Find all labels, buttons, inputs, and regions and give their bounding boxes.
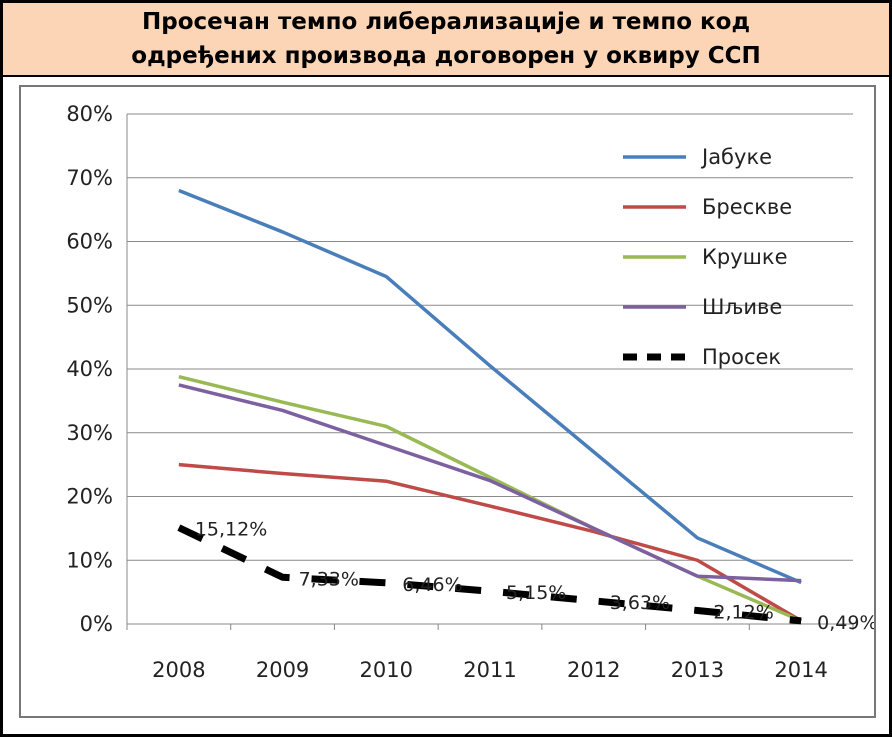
y-tick-label: 80% [66,102,113,126]
data-label: 3,63% [610,592,670,614]
series-line-4 [178,383,802,583]
data-label: 6,46% [402,574,462,596]
x-tick-label: 2009 [256,658,309,682]
data-label: 5,15% [506,582,566,604]
x-tick-label: 2010 [360,658,413,682]
y-tick-label: 60% [66,230,113,254]
legend-label-4: Шљиве [702,295,782,319]
y-tick-label: 20% [66,485,113,509]
data-label: 0,49% [817,612,874,634]
y-tick-label: 50% [66,293,113,317]
x-tick-label: 2008 [152,658,205,682]
y-tick-label: 30% [66,421,113,445]
chart-area: 0% 10% 20% 30% 40% 50% 60% 70% 80% 2008 2009 2010 20… [19,85,876,718]
y-tick-label: 70% [66,166,113,190]
series-line-3 [178,374,802,623]
y-tick-label: 40% [66,357,113,381]
data-label: 7,33% [299,568,359,590]
data-label: 15,12% [195,519,267,541]
chart-title: Просечан темпо либерализације и темпо ко… [131,9,761,69]
y-tick-label: 0% [80,612,113,636]
y-tick-label: 10% [66,548,113,572]
x-tick-label: 2014 [774,658,827,682]
legend-label-1: Јабуке [700,145,772,169]
title-band: Просечан темпо либерализације и темпо ко… [3,3,889,77]
legend-label-5: Просек [702,345,781,369]
x-tick-label: 2011 [463,658,516,682]
line-chart: 0% 10% 20% 30% 40% 50% 60% 70% 80% 2008 2009 2010 20… [66,102,874,682]
x-tick-label: 2013 [671,658,724,682]
data-label: 2,12% [713,601,773,623]
x-tick-label: 2012 [567,658,620,682]
legend-label-2: Брескве [702,195,792,219]
legend-label-3: Крушке [702,245,788,269]
